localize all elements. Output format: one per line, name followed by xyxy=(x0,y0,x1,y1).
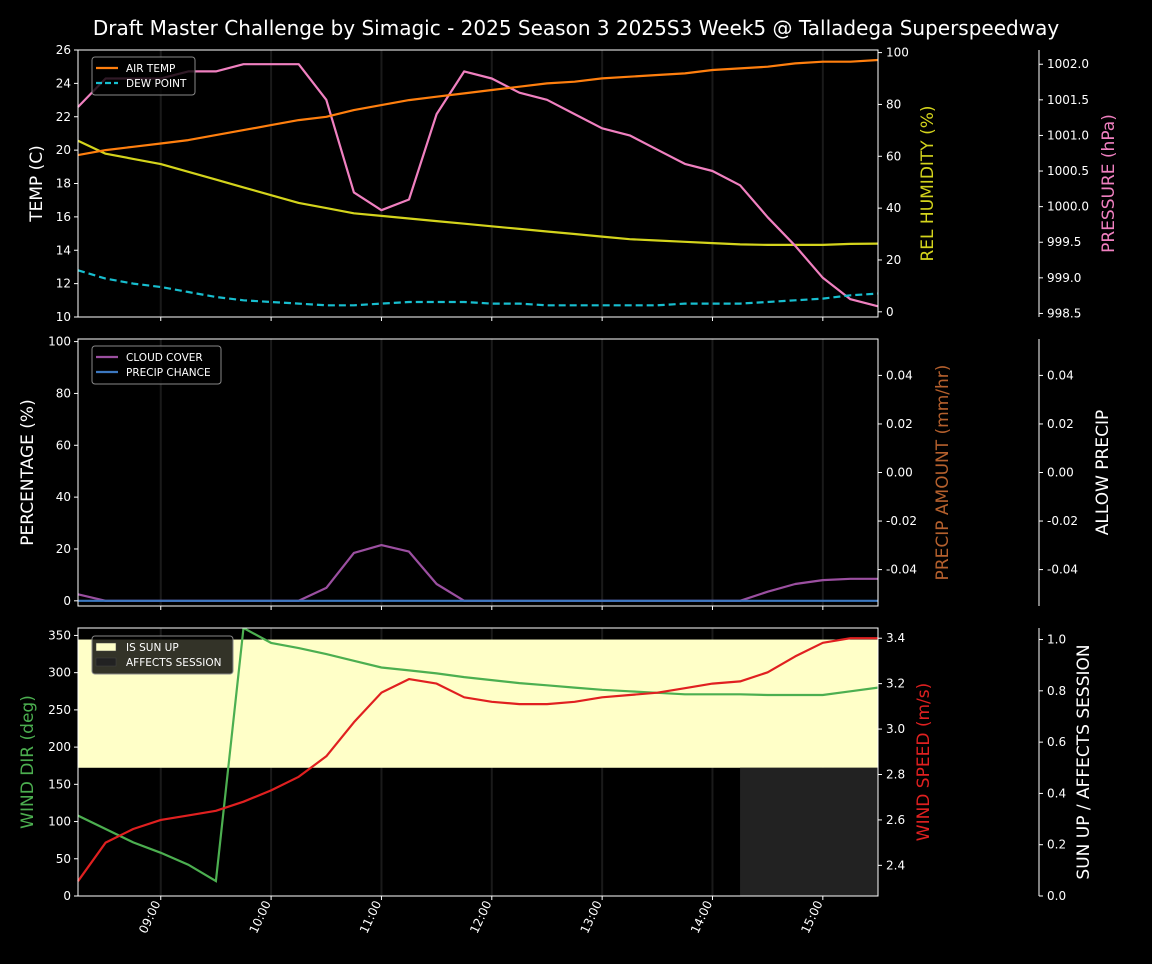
precip-amount-tick-label: 0.02 xyxy=(886,417,913,431)
pressure-line xyxy=(77,63,879,308)
wind-dir-tick-label: 250 xyxy=(48,703,71,717)
pressure-tick-label: 999.0 xyxy=(1047,271,1081,285)
precip-amount-axis-label: PRECIP AMOUNT (mm/hr) xyxy=(933,365,953,581)
wind-dir-tick-label: 300 xyxy=(48,666,71,680)
allow-precip-tick-label: 0.00 xyxy=(1047,466,1074,480)
humidity-axis-label: REL HUMIDITY (%) xyxy=(918,105,938,261)
precip-amount-tick-label: 0.04 xyxy=(886,368,913,382)
temp-tick-label: 20 xyxy=(56,143,71,157)
sun-up-axis-label: SUN UP / AFFECTS SESSION xyxy=(1074,644,1094,879)
precip-amount-tick-label: 0.00 xyxy=(886,466,913,480)
pressure-tick-label: 1001.5 xyxy=(1047,93,1089,107)
wind-speed-tick-label: 2.8 xyxy=(886,767,905,781)
panel-frame xyxy=(77,627,879,897)
legend-label: CLOUD COVER xyxy=(126,352,203,364)
legend-label: AIR TEMP xyxy=(126,63,175,75)
temp-tick-label: 18 xyxy=(56,177,71,191)
percentage-tick-label: 40 xyxy=(56,490,71,504)
percentage-tick-label: 100 xyxy=(48,335,71,349)
sun-up-tick-label: 0.4 xyxy=(1047,786,1066,800)
legend-swatch xyxy=(95,642,117,652)
legend-box xyxy=(91,635,234,675)
pressure-axis-label: PRESSURE (hPa) xyxy=(1099,114,1119,253)
wind-dir-tick-label: 350 xyxy=(48,628,71,642)
wind-dir-tick-label: 0 xyxy=(63,889,71,903)
wind-speed-line xyxy=(77,637,878,882)
legend-label: AFFECTS SESSION xyxy=(126,657,222,669)
sun-up-tick-label: 0.8 xyxy=(1047,684,1066,698)
allow-precip-tick-label: 0.02 xyxy=(1047,417,1074,431)
dew-point-line xyxy=(77,269,879,307)
panel-frame xyxy=(77,338,879,607)
pressure-tick-label: 999.5 xyxy=(1047,235,1081,249)
wind-speed-tick-label: 3.0 xyxy=(886,722,905,736)
pressure-tick-label: 1000.0 xyxy=(1047,200,1089,214)
wind-dir-line xyxy=(78,628,878,883)
affects-session-band xyxy=(740,767,878,896)
precip-amount-tick-label: -0.02 xyxy=(886,514,917,528)
temp-tick-label: 26 xyxy=(56,43,71,57)
allow-precip-tick-label: -0.04 xyxy=(1047,563,1078,577)
allow-precip-tick-label: -0.02 xyxy=(1047,514,1078,528)
legend-box xyxy=(91,56,196,96)
humidity-tick-label: 80 xyxy=(886,97,901,111)
pressure-tick-label: 1000.5 xyxy=(1047,164,1089,178)
humidity-tick-label: 100 xyxy=(886,46,909,60)
temp-tick-label: 16 xyxy=(56,210,71,224)
pressure-tick-label: 1001.0 xyxy=(1047,128,1089,142)
allow-precip-tick-label: 0.04 xyxy=(1047,368,1074,382)
chart-title: Draft Master Challenge by Simagic - 2025… xyxy=(93,16,1059,40)
percentage-tick-label: 20 xyxy=(56,542,71,556)
sun-up-tick-label: 0.2 xyxy=(1047,838,1066,852)
wind-dir-axis-label: WIND DIR (deg) xyxy=(18,695,38,829)
wind-dir-tick-label: 100 xyxy=(48,815,71,829)
percentage-tick-label: 60 xyxy=(56,438,71,452)
humidity-tick-label: 0 xyxy=(886,305,894,319)
percentage-tick-label: 80 xyxy=(56,386,71,400)
wind-speed-tick-label: 3.4 xyxy=(886,631,905,645)
percentage-tick-label: 0 xyxy=(63,594,71,608)
pressure-tick-label: 998.5 xyxy=(1047,306,1081,320)
humidity-line xyxy=(77,139,879,246)
temp-tick-label: 14 xyxy=(56,243,71,257)
temp-axis-label: TEMP (C) xyxy=(27,145,47,223)
wind-dir-tick-label: 150 xyxy=(48,777,71,791)
wind-dir-tick-label: 50 xyxy=(56,852,71,866)
wind-dir-tick-label: 200 xyxy=(48,740,71,754)
temp-tick-label: 10 xyxy=(56,310,71,324)
humidity-tick-label: 40 xyxy=(886,201,901,215)
wind-speed-tick-label: 2.4 xyxy=(886,858,905,872)
precip-amount-tick-label: -0.04 xyxy=(886,563,917,577)
sun-up-tick-label: 1.0 xyxy=(1047,633,1066,647)
legend-label: PRECIP CHANCE xyxy=(126,367,211,379)
humidity-tick-label: 60 xyxy=(886,149,901,163)
pressure-tick-label: 1002.0 xyxy=(1047,57,1089,71)
temp-tick-label: 22 xyxy=(56,110,71,124)
humidity-tick-label: 20 xyxy=(886,253,901,267)
legend-label: IS SUN UP xyxy=(126,642,179,654)
wind-speed-axis-label: WIND SPEED (m/s) xyxy=(914,683,934,841)
legend-box xyxy=(91,345,222,385)
legend-label: DEW POINT xyxy=(126,78,187,90)
temp-tick-label: 24 xyxy=(56,76,71,90)
sun-up-tick-label: 0.6 xyxy=(1047,735,1066,749)
temp-tick-label: 12 xyxy=(56,277,71,291)
wind-speed-tick-label: 2.6 xyxy=(886,813,905,827)
sun-up-tick-label: 0.0 xyxy=(1047,889,1066,903)
allow-precip-axis-label: ALLOW PRECIP xyxy=(1093,410,1113,536)
wind-speed-tick-label: 3.2 xyxy=(886,677,905,691)
air-temp-line xyxy=(77,58,879,157)
percentage-axis-label: PERCENTAGE (%) xyxy=(18,399,38,545)
legend-swatch xyxy=(95,657,117,667)
panel-frame xyxy=(77,49,879,318)
